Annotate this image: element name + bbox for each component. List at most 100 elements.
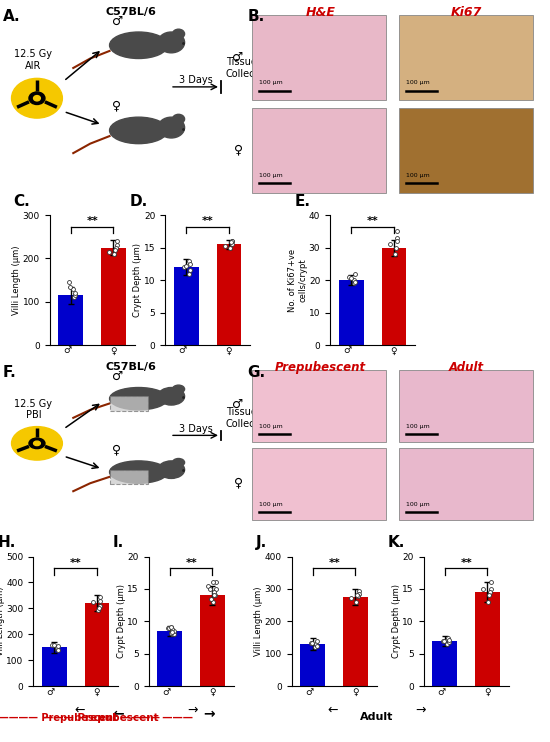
Circle shape <box>173 114 185 124</box>
Text: **: ** <box>328 557 340 568</box>
Circle shape <box>29 438 45 449</box>
Text: Adult: Adult <box>449 361 483 374</box>
Text: 100 μm: 100 μm <box>259 424 283 429</box>
Text: 100 μm: 100 μm <box>406 424 430 429</box>
Text: 100 μm: 100 μm <box>406 502 430 508</box>
Text: **: ** <box>86 216 98 226</box>
Text: Tissue
Collection: Tissue Collection <box>226 407 274 429</box>
Bar <box>252 108 386 193</box>
Bar <box>157 631 182 686</box>
Bar <box>399 15 533 100</box>
Circle shape <box>173 29 185 39</box>
Bar <box>174 267 199 345</box>
Bar <box>339 280 364 345</box>
Bar <box>58 295 83 345</box>
Text: ♀: ♀ <box>112 99 121 113</box>
Y-axis label: Villi Length (μm): Villi Length (μm) <box>0 587 4 656</box>
Text: 100 μm: 100 μm <box>259 173 283 178</box>
Y-axis label: Crypt Depth (μm): Crypt Depth (μm) <box>392 585 401 658</box>
Circle shape <box>158 461 185 479</box>
Text: C.: C. <box>14 194 30 209</box>
Bar <box>101 248 126 345</box>
Bar <box>343 597 368 686</box>
Circle shape <box>158 387 185 405</box>
Ellipse shape <box>109 32 168 59</box>
Text: 100 μm: 100 μm <box>259 502 283 508</box>
Bar <box>109 470 148 484</box>
Text: E.: E. <box>294 194 310 209</box>
Y-axis label: Villi Length (μm): Villi Length (μm) <box>12 246 21 315</box>
Circle shape <box>12 79 62 118</box>
Text: F.: F. <box>3 365 17 380</box>
Bar <box>399 108 533 193</box>
Text: C57BL/6: C57BL/6 <box>106 362 157 372</box>
Circle shape <box>173 385 185 393</box>
Bar <box>252 370 386 441</box>
Text: ←: ← <box>327 704 338 717</box>
Bar <box>252 15 386 100</box>
Text: 100 μm: 100 μm <box>406 80 430 85</box>
Bar <box>217 244 241 345</box>
Text: J.: J. <box>256 536 267 551</box>
Text: ♀: ♀ <box>234 143 243 156</box>
Text: ———— Prepubescent ————: ———— Prepubescent ———— <box>0 713 160 723</box>
Text: 12.5 Gy
PBI: 12.5 Gy PBI <box>14 398 52 420</box>
Text: G.: G. <box>248 365 266 380</box>
Text: →: → <box>203 707 215 721</box>
Text: C57BL/6: C57BL/6 <box>106 7 157 17</box>
Text: →: → <box>187 704 198 717</box>
Text: ♂: ♂ <box>112 14 123 27</box>
Text: 100 μm: 100 μm <box>406 173 430 178</box>
Text: ♂: ♂ <box>232 50 243 63</box>
Text: Prepubescent: Prepubescent <box>275 361 366 374</box>
Text: ←: ← <box>74 704 85 717</box>
Text: ♂: ♂ <box>232 398 243 411</box>
Text: **: ** <box>202 216 213 226</box>
Bar <box>109 396 148 410</box>
Text: ←: ← <box>112 707 124 721</box>
Text: ♂: ♂ <box>112 370 123 383</box>
Y-axis label: No. of Ki67+ve
cells/crypt: No. of Ki67+ve cells/crypt <box>288 249 307 312</box>
Text: Tissue
Collection: Tissue Collection <box>226 57 274 79</box>
Circle shape <box>173 459 185 467</box>
Ellipse shape <box>109 461 168 483</box>
Text: B.: B. <box>248 10 265 24</box>
Circle shape <box>158 117 185 138</box>
Ellipse shape <box>109 387 168 410</box>
Bar <box>432 641 457 686</box>
Bar <box>200 595 225 686</box>
Circle shape <box>158 32 185 53</box>
Text: D.: D. <box>129 194 147 209</box>
Bar <box>399 448 533 520</box>
Circle shape <box>29 92 45 105</box>
Bar <box>42 647 67 686</box>
Bar <box>382 248 406 345</box>
Bar <box>300 644 325 686</box>
Text: ♀: ♀ <box>112 443 121 456</box>
Text: Adult: Adult <box>360 712 393 722</box>
Text: 100 μm: 100 μm <box>259 80 283 85</box>
Text: 12.5 Gy
AIR: 12.5 Gy AIR <box>14 49 52 70</box>
Ellipse shape <box>109 117 168 144</box>
Text: H.: H. <box>0 536 15 551</box>
Y-axis label: Crypt Depth (μm): Crypt Depth (μm) <box>117 585 126 658</box>
Text: 3 Days: 3 Days <box>179 75 212 85</box>
Text: K.: K. <box>388 536 405 551</box>
Text: **: ** <box>70 557 81 568</box>
Bar <box>399 370 533 441</box>
Text: ——— Prepubescent ———: ——— Prepubescent ——— <box>0 713 251 723</box>
Text: 3 Days: 3 Days <box>179 424 212 434</box>
Bar <box>85 603 109 686</box>
Y-axis label: Villi Length (μm): Villi Length (μm) <box>254 587 263 656</box>
Y-axis label: Crypt Depth (μm): Crypt Depth (μm) <box>134 243 142 317</box>
Text: A.: A. <box>3 10 21 24</box>
Text: **: ** <box>367 216 378 226</box>
Text: **: ** <box>185 557 197 568</box>
Text: →: → <box>415 704 426 717</box>
Circle shape <box>12 427 62 460</box>
Text: Ki67: Ki67 <box>450 6 482 19</box>
Text: I.: I. <box>113 536 124 551</box>
Circle shape <box>34 441 40 446</box>
Text: **: ** <box>460 557 472 568</box>
Bar <box>475 592 500 686</box>
